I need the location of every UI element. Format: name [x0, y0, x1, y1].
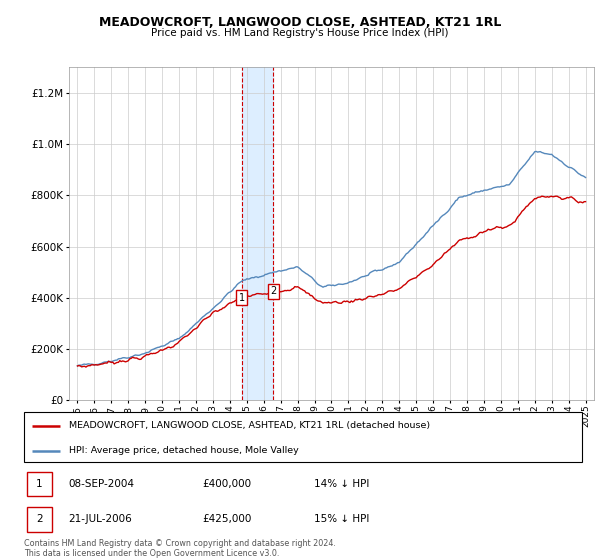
Text: Price paid vs. HM Land Registry's House Price Index (HPI): Price paid vs. HM Land Registry's House … — [151, 28, 449, 38]
Text: HPI: Average price, detached house, Mole Valley: HPI: Average price, detached house, Mole… — [68, 446, 298, 455]
Text: 2: 2 — [270, 287, 276, 296]
Text: 1: 1 — [36, 479, 43, 489]
Bar — [27, 507, 52, 532]
Bar — [242, 67, 273, 400]
Text: 21-JUL-2006: 21-JUL-2006 — [68, 515, 133, 524]
Text: Contains HM Land Registry data © Crown copyright and database right 2024.
This d: Contains HM Land Registry data © Crown c… — [24, 539, 336, 558]
Text: £400,000: £400,000 — [203, 479, 251, 489]
Text: MEADOWCROFT, LANGWOOD CLOSE, ASHTEAD, KT21 1RL (detached house): MEADOWCROFT, LANGWOOD CLOSE, ASHTEAD, KT… — [68, 421, 430, 430]
Text: MEADOWCROFT, LANGWOOD CLOSE, ASHTEAD, KT21 1RL: MEADOWCROFT, LANGWOOD CLOSE, ASHTEAD, KT… — [99, 16, 501, 29]
Text: 2: 2 — [36, 515, 43, 524]
Text: 1: 1 — [239, 293, 245, 303]
Text: 15% ↓ HPI: 15% ↓ HPI — [314, 515, 370, 524]
Text: 14% ↓ HPI: 14% ↓ HPI — [314, 479, 370, 489]
Text: 08-SEP-2004: 08-SEP-2004 — [68, 479, 134, 489]
Text: £425,000: £425,000 — [203, 515, 252, 524]
Bar — [27, 472, 52, 497]
